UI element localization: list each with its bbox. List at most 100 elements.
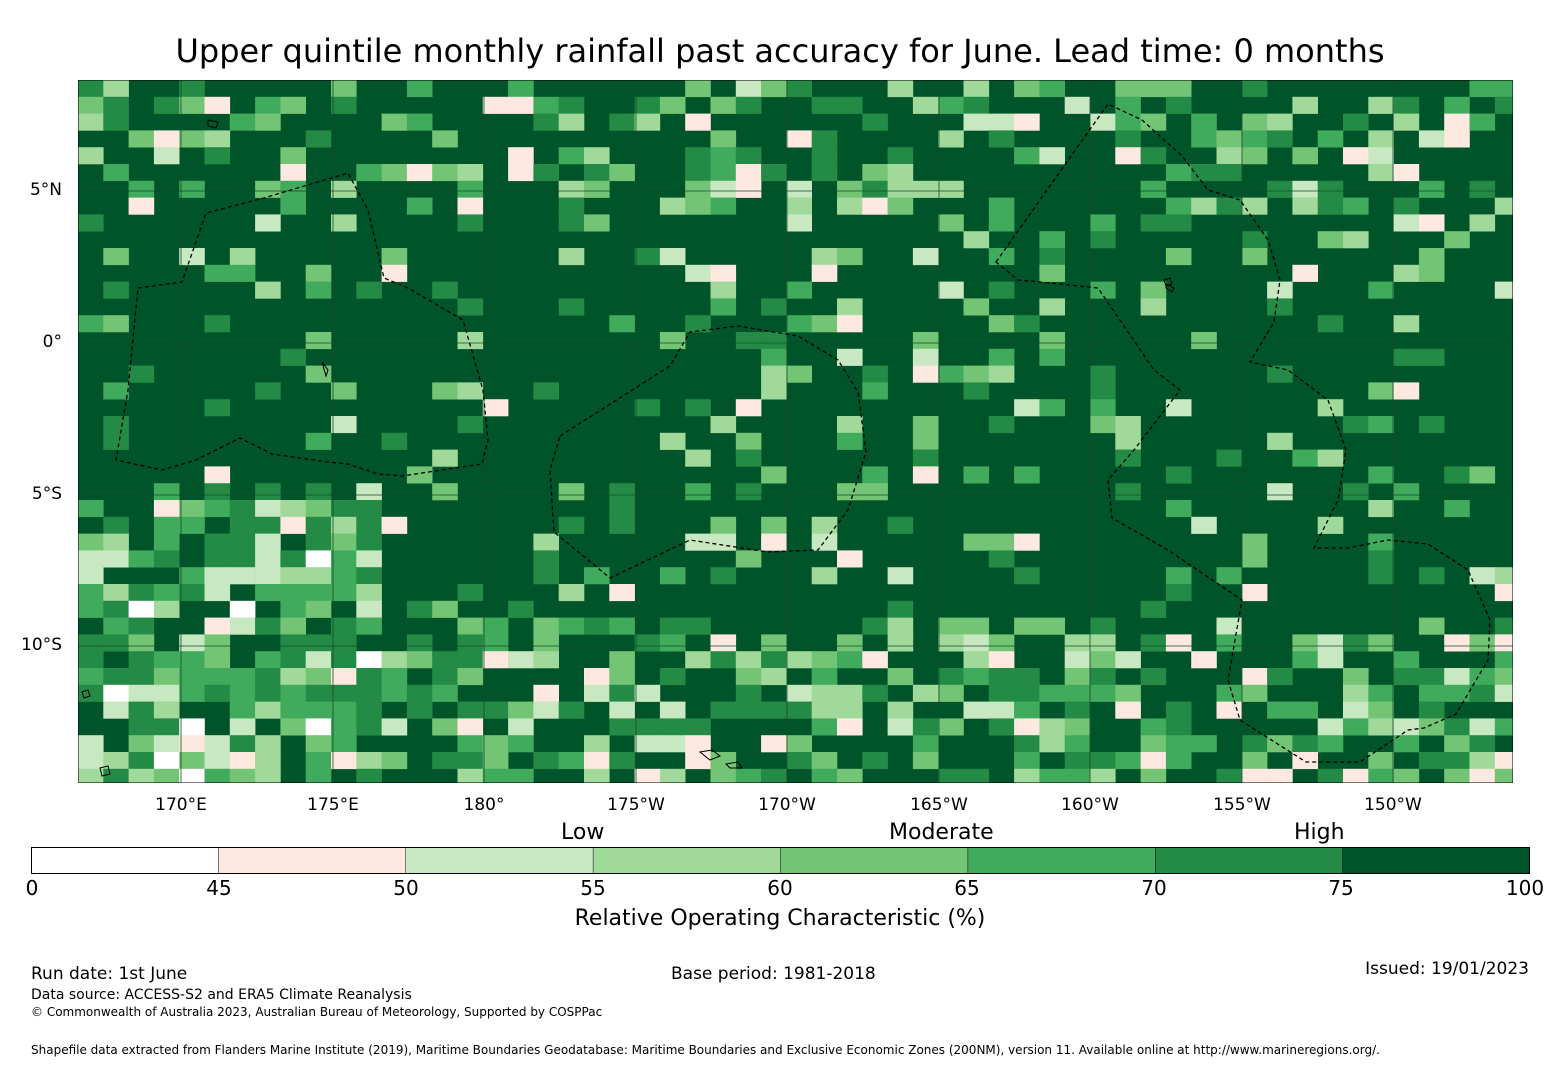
island-tuvalu bbox=[321, 361, 329, 378]
accuracy-cell bbox=[963, 533, 990, 551]
accuracy-cell bbox=[609, 164, 635, 182]
accuracy-cell bbox=[1317, 130, 1344, 148]
accuracy-cell bbox=[811, 718, 838, 736]
accuracy-cell bbox=[1039, 684, 1065, 702]
accuracy-cell bbox=[381, 752, 408, 770]
accuracy-cell bbox=[938, 180, 964, 198]
accuracy-cell bbox=[406, 600, 433, 618]
accuracy-cell bbox=[331, 651, 357, 669]
accuracy-cell bbox=[710, 516, 737, 534]
accuracy-cell bbox=[761, 298, 787, 316]
accuracy-cell bbox=[1267, 365, 1293, 383]
accuracy-cell bbox=[1165, 214, 1192, 232]
accuracy-cell bbox=[1064, 668, 1091, 686]
accuracy-cell bbox=[988, 416, 1015, 434]
accuracy-cell bbox=[381, 432, 408, 450]
accuracy-cell bbox=[1115, 651, 1141, 669]
accuracy-cell bbox=[735, 399, 762, 417]
accuracy-cell bbox=[837, 550, 863, 568]
accuracy-cell bbox=[533, 634, 559, 652]
accuracy-cell bbox=[558, 248, 585, 266]
accuracy-cell bbox=[1267, 735, 1293, 753]
accuracy-cell bbox=[1393, 651, 1420, 669]
accuracy-cell bbox=[988, 130, 1015, 148]
accuracy-cell bbox=[508, 701, 534, 719]
accuracy-cell bbox=[153, 483, 180, 501]
accuracy-cell bbox=[584, 684, 610, 702]
island-fiji-south bbox=[99, 765, 111, 777]
accuracy-cell bbox=[356, 164, 382, 182]
accuracy-cell bbox=[1292, 735, 1318, 753]
accuracy-cell bbox=[1292, 651, 1318, 669]
accuracy-cell bbox=[1039, 147, 1065, 165]
accuracy-cell bbox=[432, 600, 458, 618]
accuracy-cell bbox=[204, 567, 231, 585]
accuracy-cell bbox=[1368, 130, 1394, 148]
accuracy-cell bbox=[229, 718, 256, 736]
accuracy-cell bbox=[1267, 768, 1293, 783]
accuracy-cell bbox=[280, 617, 306, 635]
accuracy-cell bbox=[229, 113, 256, 131]
accuracy-cell bbox=[1115, 684, 1141, 702]
accuracy-cell bbox=[1469, 718, 1496, 736]
accuracy-cell bbox=[432, 382, 458, 400]
accuracy-cell bbox=[1418, 348, 1445, 366]
accuracy-cell bbox=[1368, 382, 1394, 400]
accuracy-cell bbox=[685, 449, 711, 467]
accuracy-cell bbox=[1292, 197, 1318, 215]
accuracy-cell bbox=[887, 617, 914, 635]
accuracy-cell bbox=[1368, 147, 1394, 165]
accuracy-cell bbox=[761, 332, 787, 350]
accuracy-cell bbox=[1039, 231, 1065, 249]
accuracy-cell bbox=[1393, 382, 1420, 400]
accuracy-cell bbox=[1241, 684, 1268, 702]
accuracy-cell bbox=[1241, 768, 1268, 783]
accuracy-cell bbox=[1241, 550, 1268, 568]
accuracy-cell bbox=[1140, 600, 1167, 618]
accuracy-cell bbox=[634, 248, 661, 266]
accuracy-cell bbox=[331, 718, 357, 736]
accuracy-cell bbox=[811, 567, 838, 585]
lat-label-5n: 5°N bbox=[29, 180, 62, 200]
accuracy-cell bbox=[761, 164, 787, 182]
copyright: © Commonwealth of Australia 2023, Austra… bbox=[31, 1005, 603, 1019]
accuracy-cell bbox=[153, 735, 180, 753]
accuracy-cell bbox=[710, 701, 737, 719]
accuracy-cell bbox=[837, 432, 863, 450]
accuracy-cell bbox=[482, 752, 509, 770]
accuracy-cell bbox=[735, 80, 762, 98]
accuracy-cell bbox=[153, 684, 180, 702]
accuracy-cell bbox=[862, 197, 888, 215]
accuracy-cell bbox=[1064, 651, 1091, 669]
accuracy-cell bbox=[229, 264, 256, 282]
accuracy-cell bbox=[1014, 113, 1040, 131]
accuracy-cell bbox=[837, 96, 863, 114]
accuracy-cell bbox=[103, 315, 129, 333]
accuracy-cell bbox=[179, 96, 205, 114]
accuracy-cell bbox=[837, 197, 863, 215]
accuracy-cell bbox=[1090, 113, 1116, 131]
accuracy-cell bbox=[786, 701, 812, 719]
accuracy-cell bbox=[938, 130, 964, 148]
accuracy-cell bbox=[1241, 752, 1268, 770]
accuracy-cell bbox=[1165, 735, 1192, 753]
accuracy-cell bbox=[963, 466, 990, 484]
accuracy-cell bbox=[1140, 718, 1167, 736]
accuracy-cell bbox=[685, 197, 711, 215]
accuracy-cell bbox=[381, 718, 408, 736]
accuracy-cell bbox=[634, 735, 661, 753]
accuracy-cell bbox=[153, 600, 180, 618]
accuracy-cell bbox=[1014, 752, 1040, 770]
accuracy-cell bbox=[685, 113, 711, 131]
accuracy-cell bbox=[1090, 416, 1116, 434]
accuracy-cell bbox=[938, 718, 964, 736]
accuracy-cell bbox=[1064, 96, 1091, 114]
accuracy-cell bbox=[204, 130, 231, 148]
accuracy-cell bbox=[685, 735, 711, 753]
accuracy-cell bbox=[685, 180, 711, 198]
accuracy-cell bbox=[988, 214, 1015, 232]
accuracy-cell bbox=[1444, 231, 1470, 249]
accuracy-cell bbox=[153, 768, 180, 783]
accuracy-cell bbox=[508, 96, 534, 114]
accuracy-cell bbox=[609, 668, 635, 686]
